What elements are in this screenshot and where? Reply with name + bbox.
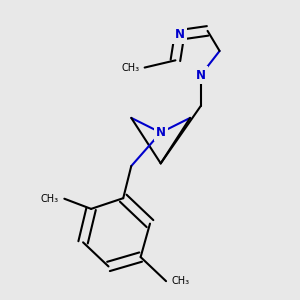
Text: N: N [196, 69, 206, 82]
Text: N: N [174, 28, 184, 41]
Text: CH₃: CH₃ [121, 63, 139, 73]
Text: CH₃: CH₃ [171, 276, 190, 286]
Text: N: N [156, 126, 166, 139]
Text: CH₃: CH₃ [41, 194, 59, 204]
